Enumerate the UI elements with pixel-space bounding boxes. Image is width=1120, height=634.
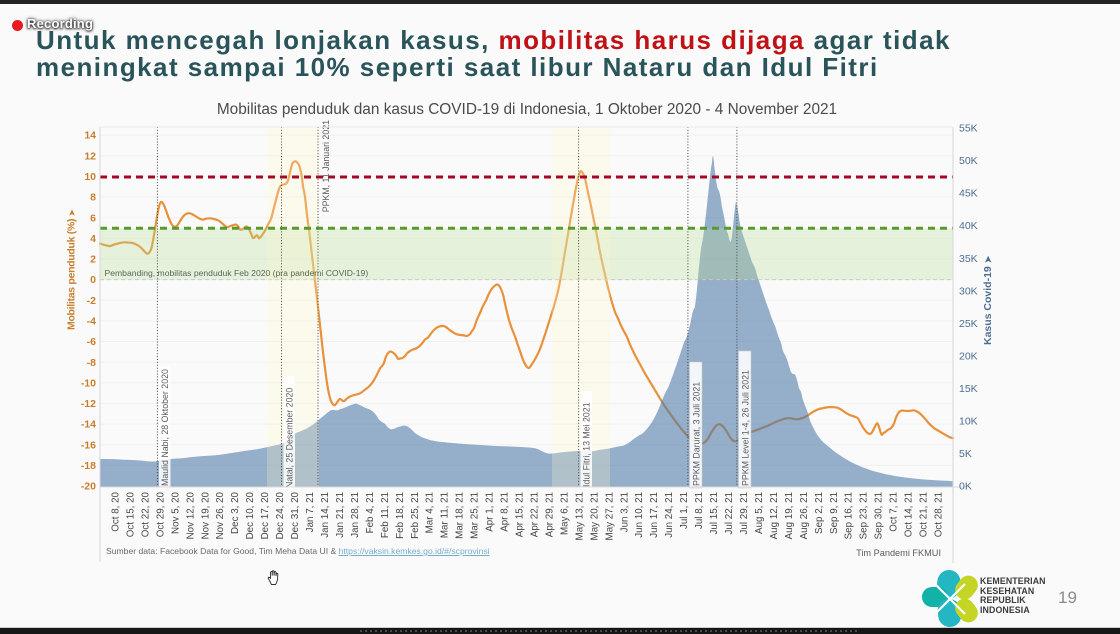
svg-text:10: 10 [84,171,96,183]
svg-text:May 27, 21: May 27, 21 [604,492,615,540]
svg-text:30K: 30K [959,285,978,297]
svg-text:0: 0 [90,274,96,286]
svg-text:Pembanding, mobilitas penduduk: Pembanding, mobilitas penduduk Feb 2020 … [105,268,369,278]
svg-text:Oct 15, 20: Oct 15, 20 [125,491,136,537]
svg-text:-16: -16 [81,439,96,451]
svg-text:20K: 20K [959,350,978,362]
svg-text:-2: -2 [87,295,96,307]
svg-text:Kasus Covid-19 ➤: Kasus Covid-19 ➤ [982,255,994,345]
svg-text:Oct 8, 20: Oct 8, 20 [111,491,122,531]
svg-text:Aug 26, 21: Aug 26, 21 [799,492,810,539]
svg-text:Oct 22, 20: Oct 22, 20 [140,491,151,537]
svg-text:PPKM Level 1-4, 26 Juli 2021: PPKM Level 1-4, 26 Juli 2021 [741,370,751,486]
svg-text:Nov 26, 20: Nov 26, 20 [215,491,226,539]
svg-text:Oct 28, 21: Oct 28, 21 [934,492,945,537]
svg-text:Maulid Nabi, 28 Oktober 2020: Maulid Nabi, 28 Oktober 2020 [160,369,170,486]
svg-text:Jul 15, 21: Jul 15, 21 [709,492,720,534]
svg-text:Sep 9, 21: Sep 9, 21 [829,492,840,534]
svg-text:6: 6 [90,212,96,224]
svg-text:May 13, 21: May 13, 21 [574,492,585,540]
svg-text:Oct 21, 21: Oct 21, 21 [919,492,930,537]
svg-text:45K: 45K [959,188,978,200]
svg-text:Apr 8, 21: Apr 8, 21 [500,492,511,532]
svg-text:Feb 4, 21: Feb 4, 21 [365,492,376,533]
svg-text:Jul 1, 21: Jul 1, 21 [679,492,690,529]
svg-text:Jan 28, 21: Jan 28, 21 [350,492,361,538]
svg-text:Mobilitas penduduk dan kasus C: Mobilitas penduduk dan kasus COVID-19 di… [217,101,837,118]
svg-text:Sep 2, 21: Sep 2, 21 [814,492,825,534]
svg-text:8: 8 [90,192,96,204]
svg-text:Dec 31, 20: Dec 31, 20 [290,491,301,539]
svg-text:Jan 14, 21: Jan 14, 21 [320,492,331,538]
svg-text:-20: -20 [81,481,96,493]
svg-text:Mar 4, 21: Mar 4, 21 [425,492,436,533]
svg-text:15K: 15K [959,383,978,395]
svg-text:Jun 17, 21: Jun 17, 21 [649,492,660,538]
svg-text:40K: 40K [959,220,978,232]
svg-text:Jan 7, 21: Jan 7, 21 [305,492,316,532]
svg-text:May 20, 21: May 20, 21 [589,492,600,540]
svg-text:Aug 12, 21: Aug 12, 21 [769,492,780,539]
svg-text:Aug 19, 21: Aug 19, 21 [784,492,795,539]
svg-text:2: 2 [90,254,96,266]
svg-text:Sep 23, 21: Sep 23, 21 [859,492,870,539]
svg-text:Apr 15, 21: Apr 15, 21 [515,492,526,537]
svg-text:Apr 29, 21: Apr 29, 21 [544,492,555,537]
svg-text:Apr 1, 21: Apr 1, 21 [485,492,496,532]
svg-text:Mobilitas penduduk (%) ➤: Mobilitas penduduk (%) ➤ [66,209,78,330]
svg-text:Mar 25, 21: Mar 25, 21 [470,492,481,539]
svg-text:Oct 7, 21: Oct 7, 21 [889,492,900,532]
svg-text:Dec 17, 20: Dec 17, 20 [260,491,271,539]
svg-text:-10: -10 [81,377,96,389]
svg-text:-12: -12 [81,398,96,410]
svg-text:50K: 50K [959,155,978,167]
svg-text:May 6, 21: May 6, 21 [559,492,570,535]
svg-text:10K: 10K [959,416,978,428]
svg-text:Sep 30, 21: Sep 30, 21 [874,492,885,539]
svg-text:Feb 18, 21: Feb 18, 21 [395,492,406,539]
svg-text:Jan 21, 21: Jan 21, 21 [335,492,346,538]
svg-text:25K: 25K [959,318,978,330]
svg-text:5K: 5K [959,448,972,460]
svg-text:Jun 3, 21: Jun 3, 21 [619,492,630,532]
svg-text:Nov 12, 20: Nov 12, 20 [185,491,196,539]
svg-text:12: 12 [84,150,96,162]
svg-text:Nov 19, 20: Nov 19, 20 [200,491,211,539]
svg-text:Sep 16, 21: Sep 16, 21 [844,492,855,539]
svg-text:PPKM, 11 Januari 2021: PPKM, 11 Januari 2021 [321,120,331,212]
svg-text:4: 4 [90,233,96,245]
svg-text:Jul 29, 21: Jul 29, 21 [739,492,750,534]
svg-text:Dec 24, 20: Dec 24, 20 [275,491,286,539]
svg-text:Feb 11, 21: Feb 11, 21 [380,492,391,538]
svg-text:Dec 3, 20: Dec 3, 20 [230,491,241,533]
svg-text:Jun 10, 21: Jun 10, 21 [634,492,645,538]
svg-text:-4: -4 [87,316,96,328]
svg-text:Mar 18, 21: Mar 18, 21 [455,492,466,539]
svg-text:Apr 22, 21: Apr 22, 21 [530,492,541,537]
svg-text:-18: -18 [81,460,96,472]
svg-text:Idul Fitri, 13 Mei 2021: Idul Fitri, 13 Mei 2021 [582,402,592,487]
svg-text:Oct 29, 20: Oct 29, 20 [155,491,166,537]
svg-text:14: 14 [84,130,96,142]
svg-text:-8: -8 [87,357,96,369]
svg-text:Jun 24, 21: Jun 24, 21 [664,492,675,538]
svg-text:Nov 5, 20: Nov 5, 20 [170,491,181,533]
svg-text:Oct 14, 21: Oct 14, 21 [904,492,915,537]
svg-text:Aug 5, 21: Aug 5, 21 [754,492,765,534]
svg-text:Natal, 25 Desember 2020: Natal, 25 Desember 2020 [285,388,295,488]
svg-text:Mar 11, 21: Mar 11, 21 [440,492,451,538]
svg-text:Jul 22, 21: Jul 22, 21 [724,492,735,534]
svg-text:Dec 10, 20: Dec 10, 20 [245,491,256,539]
svg-text:-14: -14 [81,419,96,431]
svg-text:Feb 25, 21: Feb 25, 21 [410,492,421,539]
svg-text:Jul 8, 21: Jul 8, 21 [694,492,705,529]
svg-text:0K: 0K [959,481,972,493]
svg-text:-6: -6 [87,336,96,348]
svg-text:PPKM Darurat, 3 Juli 2021: PPKM Darurat, 3 Juli 2021 [692,382,702,486]
svg-text:35K: 35K [959,253,978,265]
svg-text:55K: 55K [959,123,978,135]
